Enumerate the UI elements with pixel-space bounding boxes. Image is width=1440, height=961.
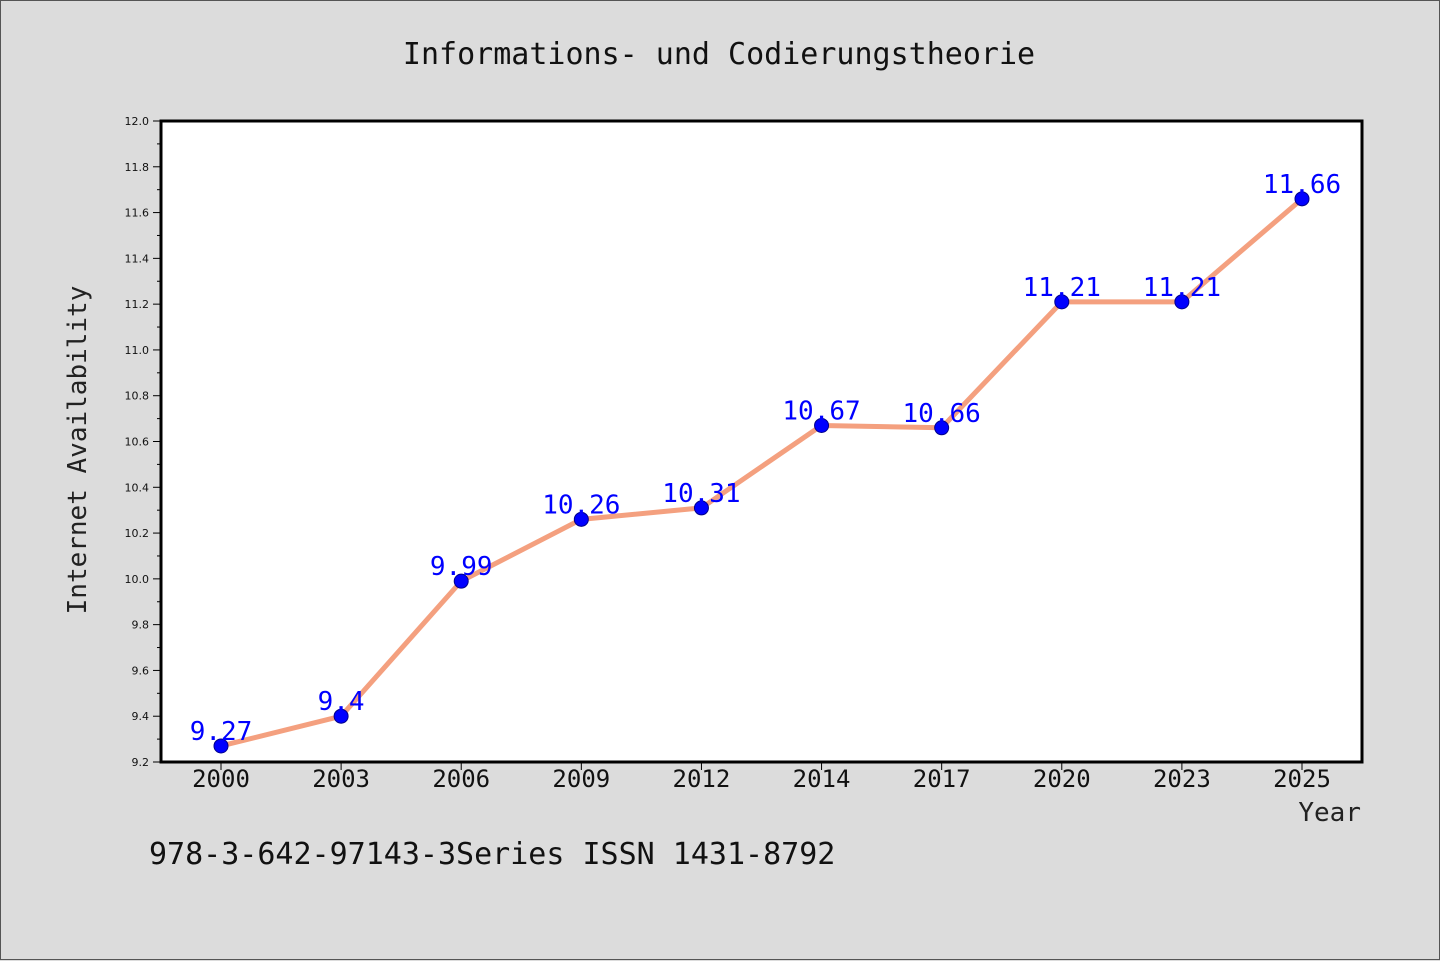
y-tick-label: 10.4 — [125, 481, 150, 494]
data-point — [814, 417, 830, 433]
y-tick-label: 10.6 — [125, 436, 150, 449]
x-tick-label: 2006 — [432, 765, 490, 793]
x-tick-label: 2012 — [673, 765, 731, 793]
y-tick-label: 9.6 — [132, 664, 150, 677]
data-label: 10.31 — [662, 479, 740, 509]
data-label: 9.99 — [430, 552, 493, 582]
data-label: 10.66 — [903, 399, 981, 429]
x-axis-label: Year — [1298, 798, 1361, 828]
data-point — [1294, 191, 1310, 207]
y-tick-label: 11.2 — [125, 298, 150, 311]
y-tick-label: 11.8 — [125, 161, 150, 174]
y-axis-label: Internet Availability — [63, 286, 93, 615]
data-point — [934, 420, 950, 436]
y-tick-label: 9.2 — [132, 756, 150, 769]
series-line — [220, 196, 1304, 749]
data-label: 10.67 — [782, 396, 860, 426]
y-tick-label: 12.0 — [125, 115, 150, 128]
x-axis: 2000 2003 2006 2009 2012 2014 2017 2020 2023 2025 — [192, 762, 1331, 793]
y-tick-label: 9.4 — [132, 710, 150, 723]
data-markers — [213, 191, 1310, 754]
data-label: 9.27 — [190, 717, 253, 747]
data-labels: 9.27 9.4 9.99 10.26 10.31 10.67 10.66 11.21 11.2… — [190, 170, 1341, 747]
x-tick-label: 2020 — [1033, 765, 1091, 793]
x-tick-label: 2014 — [793, 765, 851, 793]
y-tick-label: 10.2 — [125, 527, 150, 540]
x-tick-label: 2009 — [552, 765, 610, 793]
data-label: 11.21 — [1143, 273, 1221, 303]
data-label: 11.21 — [1023, 273, 1101, 303]
x-tick-label: 2000 — [192, 765, 250, 793]
y-tick-label: 11.4 — [125, 252, 150, 265]
data-label: 11.66 — [1263, 170, 1341, 200]
plot-area — [159, 119, 1364, 764]
x-tick-label: 2025 — [1273, 765, 1331, 793]
data-point — [1054, 294, 1070, 310]
footer-isbn-text: 978-3-642-97143-3Series ISSN 1431-8792 — [149, 837, 835, 872]
data-point — [453, 573, 469, 589]
x-tick-label: 2003 — [312, 765, 370, 793]
y-tick-label: 10.0 — [125, 573, 150, 586]
y-tick-label: 11.6 — [125, 207, 150, 220]
data-label: 9.4 — [318, 687, 365, 717]
x-tick-label: 2023 — [1153, 765, 1211, 793]
x-tick-label: 2017 — [913, 765, 971, 793]
y-tick-label: 9.8 — [132, 619, 150, 632]
data-point — [333, 708, 349, 724]
y-tick-label: 11.0 — [125, 344, 150, 357]
chart-title: Informations- und Codierungstheorie — [403, 37, 1035, 72]
y-tick-label: 10.8 — [125, 390, 150, 403]
data-label: 10.26 — [542, 490, 620, 520]
data-point — [213, 738, 229, 754]
y-axis: 9.2 9.4 9.6 9.8 10.0 10.2 10.4 10.6 10.8 11.0 11.2… — [125, 115, 161, 769]
data-point — [693, 500, 709, 516]
data-point — [1174, 294, 1190, 310]
data-point — [573, 511, 589, 527]
